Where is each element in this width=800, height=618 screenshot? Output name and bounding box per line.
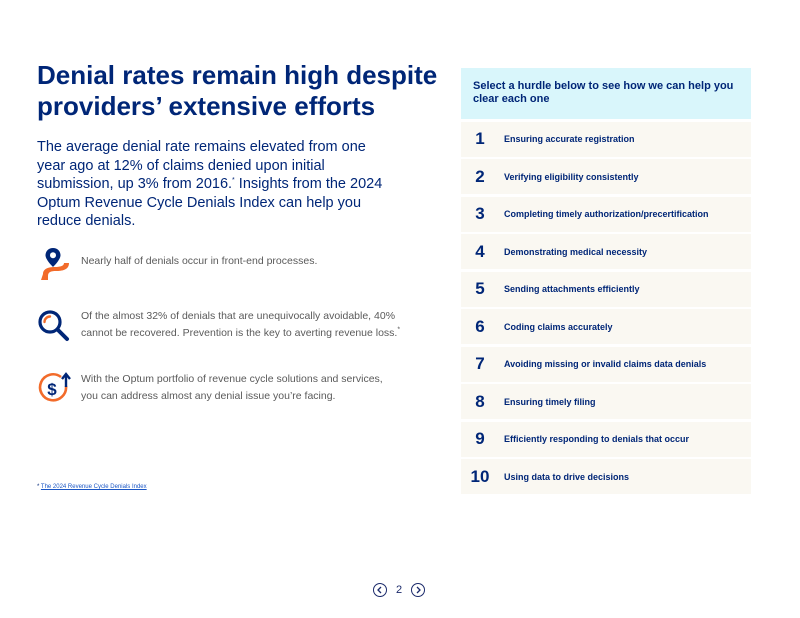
footnote-link[interactable]: The 2024 Revenue Cycle Denials Index xyxy=(40,484,147,490)
hurdle-number: 2 xyxy=(475,166,485,186)
feature-text: Nearly half of denials occur in front-en… xyxy=(81,255,318,267)
hurdle-number: 1 xyxy=(475,129,485,148)
hurdle-item[interactable]: 10 Using data to drive decisions xyxy=(461,459,751,494)
hurdle-item[interactable]: 2 Verifying eligibility consistently xyxy=(461,159,751,194)
pagination: 2 xyxy=(373,583,426,597)
hurdle-label: Ensuring timely filing xyxy=(504,396,596,407)
hurdle-number: 8 xyxy=(475,391,485,411)
intro-paragraph: The average denial rate remains elevated… xyxy=(37,138,397,231)
hurdle-list: 1 Ensuring accurate registration 2 Verifyin… xyxy=(461,121,751,494)
chevron-right-icon xyxy=(416,586,422,594)
intro-text-start: The average denial rate remains elevated… xyxy=(37,139,366,192)
hurdle-item[interactable]: 6 Coding claims accurately xyxy=(461,309,751,344)
feature-portfolio: $ With the Optum portfolio of revenue cy… xyxy=(36,371,401,407)
hurdle-item[interactable]: 5 Sending attachments efficiently xyxy=(461,271,751,307)
magnifying-glass-icon xyxy=(36,308,72,344)
hurdle-item[interactable]: 4 Demonstrating medical necessity xyxy=(461,234,751,269)
hurdle-label: Coding claims accurately xyxy=(504,321,613,332)
next-page-button[interactable] xyxy=(411,583,426,597)
hurdle-item[interactable]: 3 Completing timely authorization/precert… xyxy=(461,196,751,232)
chevron-left-icon xyxy=(377,586,382,594)
hurdle-label: Ensuring accurate registration xyxy=(504,134,635,144)
hurdle-number: 6 xyxy=(475,316,485,336)
feature-text: Of the almost 32% of denials that are un… xyxy=(81,308,401,342)
hurdle-label: Demonstrating medical necessity xyxy=(504,246,648,257)
hurdle-label: Efficiently responding to denials that o… xyxy=(504,434,690,444)
hurdle-label: Completing timely authorization/precerti… xyxy=(504,209,709,219)
hurdle-number: 9 xyxy=(475,429,485,448)
hurdles-panel-header: Select a hurdle below to see how we can … xyxy=(461,68,751,119)
feature-footnote-mark: * xyxy=(397,326,401,334)
feature-text-body: Of the almost 32% of denials that are un… xyxy=(81,310,398,339)
hurdle-item[interactable]: 7 Avoiding missing or invalid claims data… xyxy=(461,346,751,382)
feature-avoidable: Of the almost 32% of denials that are un… xyxy=(36,308,401,344)
hurdle-label: Sending attachments efficiently xyxy=(504,284,640,294)
hurdle-number: 5 xyxy=(475,279,485,298)
location-pin-road-icon xyxy=(36,246,72,282)
page-title: Denial rates remain high despite provide… xyxy=(37,60,438,121)
hurdle-item[interactable]: 1 Ensuring accurate registration xyxy=(461,121,751,157)
intro-text-end: Insights from the 2024 Optum Revenue Cyc… xyxy=(37,176,383,229)
page-number: 2 xyxy=(396,584,403,596)
feature-front-end: Nearly half of denials occur in front-en… xyxy=(36,246,401,282)
hurdle-number: 3 xyxy=(475,204,485,223)
feature-text: With the Optum portfolio of revenue cycl… xyxy=(81,373,383,402)
hurdles-panel: Select a hurdle below to see how we can … xyxy=(461,68,751,494)
footnote: * The 2024 Revenue Cycle Denials Index xyxy=(37,484,147,490)
hurdle-number: 4 xyxy=(475,241,485,261)
hurdle-label: Verifying eligibility consistently xyxy=(504,171,639,182)
hurdle-item[interactable]: 9 Efficiently responding to denials that … xyxy=(461,421,751,457)
hurdle-number: 7 xyxy=(475,354,485,373)
footnote-mark: * xyxy=(37,484,40,490)
hurdle-number: 10 xyxy=(470,466,490,486)
intro-footnote-mark: * xyxy=(232,177,235,185)
hurdle-label: Avoiding missing or invalid claims data … xyxy=(504,359,707,369)
dollar-up-arrow-icon: $ xyxy=(36,371,72,407)
hurdle-item[interactable]: 8 Ensuring timely filing xyxy=(461,384,751,419)
previous-page-button[interactable] xyxy=(373,583,387,597)
hurdle-label: Using data to drive decisions xyxy=(504,471,630,482)
svg-text:$: $ xyxy=(47,380,57,399)
